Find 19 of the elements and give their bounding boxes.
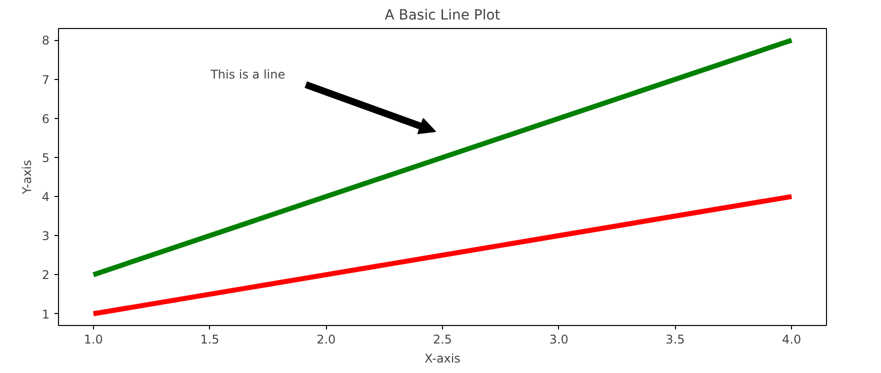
y-tick-label: 7: [42, 72, 50, 87]
y-tick-label: 3: [42, 229, 50, 244]
y-tick-label: 6: [42, 112, 50, 126]
x-tick-label: 2.5: [432, 332, 452, 346]
y-tick-label: 1: [42, 307, 50, 322]
x-tick-label: 3.5: [666, 332, 685, 346]
y-tick-label: 5: [42, 150, 50, 165]
y-tick-label: 2: [42, 268, 50, 282]
x-tick-label: 4.0: [782, 332, 802, 346]
chart-title: A Basic Line Plot: [384, 8, 501, 24]
x-tick-label: 3.0: [549, 332, 568, 346]
x-tick-label: 1.0: [84, 332, 103, 346]
x-axis-title: X-axis: [424, 352, 461, 366]
x-tick-label: 1.5: [200, 332, 220, 346]
annotation: This is a line: [210, 68, 286, 82]
y-tick-label: 8: [42, 34, 50, 48]
y-axis-title: Y-axis: [20, 160, 34, 196]
x-tick-label: 2.0: [316, 332, 336, 346]
y-tick-label: 4: [42, 190, 50, 204]
